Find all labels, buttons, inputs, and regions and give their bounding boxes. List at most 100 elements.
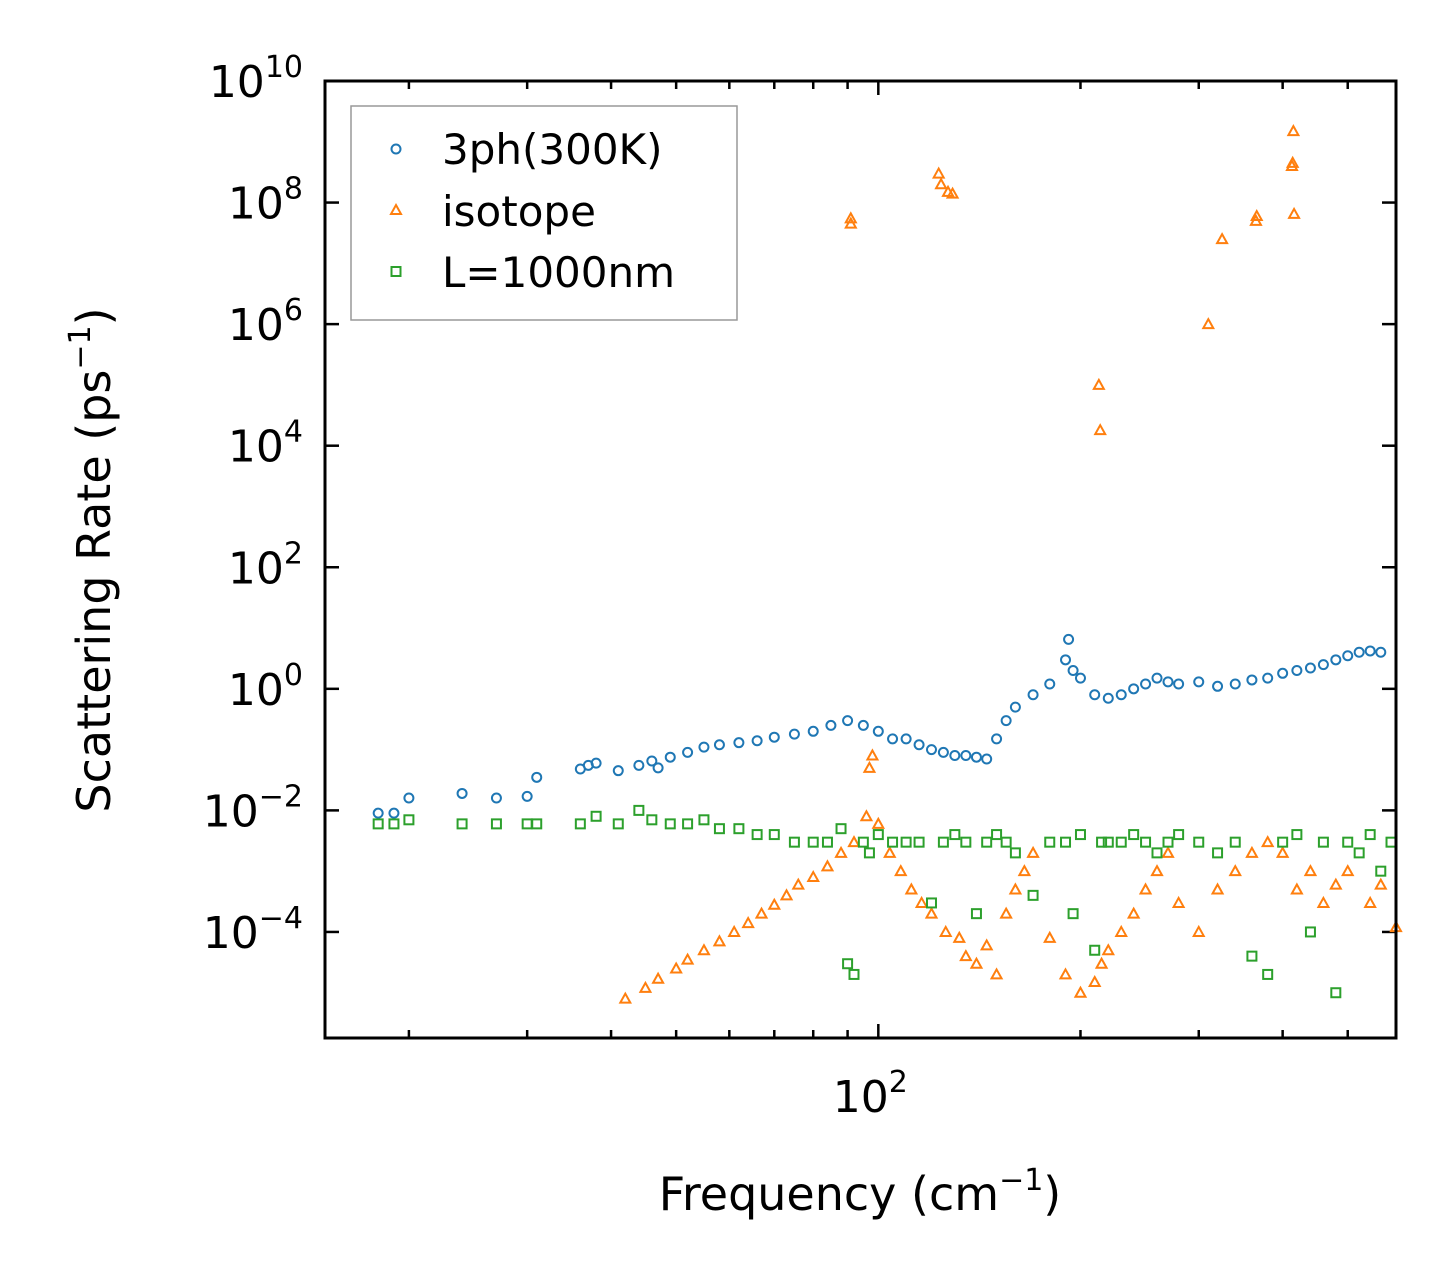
data-point — [960, 749, 972, 761]
data-point — [1329, 877, 1343, 890]
data-point — [1043, 930, 1057, 943]
data-point — [914, 895, 929, 908]
data-point — [825, 719, 837, 731]
data-point — [1363, 895, 1377, 908]
data-point — [1303, 864, 1318, 877]
y-tick-label: 106 — [228, 293, 303, 351]
legend-label-3ph: 3ph(300K) — [442, 125, 662, 174]
legend-marker-l1000nm — [390, 266, 402, 277]
data-point — [1126, 906, 1141, 919]
data-point — [847, 835, 861, 848]
data-point — [1008, 882, 1023, 895]
data-point — [900, 836, 912, 848]
y-tick-label: 100 — [228, 658, 303, 716]
data-point — [638, 980, 653, 993]
data-point — [727, 924, 741, 937]
data-point — [999, 906, 1013, 919]
data-points — [372, 124, 1403, 1004]
data-point — [1060, 836, 1072, 848]
data-point — [791, 877, 805, 890]
data-point — [949, 749, 961, 761]
data-point — [1009, 701, 1021, 713]
data-point — [1193, 676, 1205, 688]
data-point — [1027, 689, 1039, 701]
series-3ph-300k- — [372, 633, 1387, 819]
y-tick-exponent: 4 — [284, 415, 303, 450]
data-point — [788, 728, 800, 740]
data-point — [1140, 678, 1152, 690]
data-point — [768, 731, 780, 743]
data-point — [937, 746, 949, 758]
data-point — [1073, 985, 1088, 998]
data-point — [1330, 987, 1342, 999]
plot-frame — [323, 79, 1398, 1040]
y-axis-label: Scattering Rate (ps−1) — [63, 307, 121, 812]
data-point — [646, 814, 658, 826]
data-point — [612, 818, 624, 830]
data-point — [1102, 692, 1114, 704]
data-point — [1229, 836, 1241, 848]
data-point — [842, 715, 854, 727]
data-point — [981, 836, 993, 848]
data-point — [970, 908, 982, 920]
data-point — [834, 845, 848, 858]
data-point — [1044, 836, 1056, 848]
data-point — [913, 836, 925, 848]
data-point — [991, 733, 1003, 745]
data-point — [952, 930, 966, 943]
y-tick-base: 10 — [203, 786, 259, 837]
data-point — [388, 807, 400, 819]
data-point — [388, 818, 400, 830]
y-tick-base: 10 — [203, 908, 259, 959]
data-point — [779, 888, 794, 901]
y-tick-base: 10 — [209, 57, 265, 108]
data-point — [1229, 678, 1241, 690]
data-point — [1067, 665, 1079, 677]
data-point — [989, 967, 1004, 980]
legend-label-isotope: isotope — [442, 187, 596, 236]
data-point — [1193, 836, 1205, 848]
data-point — [713, 739, 725, 751]
data-point — [1342, 650, 1354, 662]
data-point — [1215, 232, 1229, 245]
data-point — [1192, 924, 1206, 937]
data-point — [872, 829, 884, 841]
data-point — [618, 991, 632, 1004]
data-point — [531, 818, 543, 830]
data-point — [682, 746, 694, 758]
data-point — [1287, 206, 1301, 219]
data-point — [991, 829, 1003, 841]
legend-box — [350, 105, 738, 321]
data-point — [979, 938, 994, 951]
series-isotope-high — [844, 124, 1301, 436]
data-point — [859, 809, 874, 822]
data-point — [733, 823, 745, 835]
data-point — [1171, 895, 1186, 908]
data-point — [1262, 968, 1274, 980]
y-tick-label: 102 — [228, 536, 303, 594]
y-tick-exponent: 2 — [284, 536, 303, 571]
data-point — [633, 804, 645, 816]
data-point — [633, 759, 645, 771]
data-point — [1089, 944, 1101, 956]
data-point — [939, 924, 953, 937]
data-point — [788, 836, 800, 848]
data-point — [1000, 715, 1012, 727]
data-point — [1027, 889, 1039, 901]
data-point — [1140, 836, 1152, 848]
x-tick-label: 102 — [833, 1065, 908, 1123]
data-point — [751, 829, 763, 841]
data-point — [1101, 943, 1115, 956]
data-point — [887, 733, 899, 745]
data-point — [1250, 208, 1264, 222]
data-point — [883, 845, 897, 858]
data-point — [1275, 845, 1290, 858]
data-point — [1375, 646, 1387, 658]
data-point — [456, 787, 468, 799]
data-point — [1277, 836, 1289, 848]
data-point — [1286, 124, 1301, 137]
data-point — [1102, 836, 1114, 848]
data-point — [574, 818, 586, 830]
y-tick-label: 10−4 — [203, 901, 303, 959]
data-point — [1074, 672, 1086, 684]
